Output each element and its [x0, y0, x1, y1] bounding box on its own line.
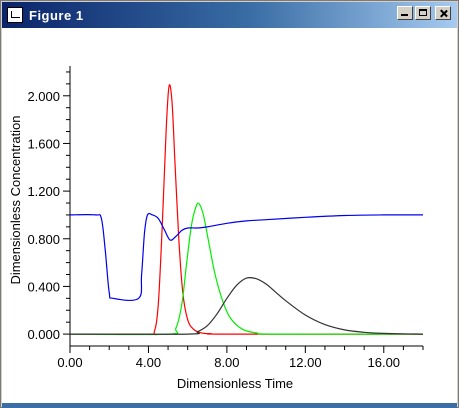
minimize-icon[interactable]: [397, 6, 413, 20]
y-tick-label: 2.000: [27, 89, 60, 104]
blue-series-line: [69, 212, 424, 301]
x-axis-label: Dimensionless Time: [177, 376, 293, 391]
y-tick-label: 1.600: [27, 136, 60, 151]
close-icon[interactable]: [435, 6, 451, 20]
green-series-line: [69, 202, 424, 336]
window-title: Figure 1: [29, 7, 84, 23]
axes: [63, 66, 424, 353]
series-group: [69, 84, 424, 336]
tick-labels: 0.00 4.00 8.00 12.00 16.00 0.000 0.400 0.800 1.2…: [27, 89, 400, 370]
x-tick-label: 0.00: [57, 355, 82, 370]
window-bottom-edge: [2, 403, 457, 408]
y-tick-label: 1.200: [27, 184, 60, 199]
x-tick-label: 16.00: [368, 355, 401, 370]
x-tick-label: 4.00: [136, 355, 161, 370]
y-tick-label: 0.400: [27, 279, 60, 294]
x-tick-label: 12.00: [289, 355, 322, 370]
y-tick-label: 0.000: [27, 327, 60, 342]
y-axis-label: Dimensionless Concentration: [8, 115, 23, 284]
y-tick-label: 0.800: [27, 232, 60, 247]
x-tick-label: 8.00: [214, 355, 239, 370]
black-series-line: [69, 276, 424, 335]
title-bar[interactable]: Figure 1: [2, 2, 457, 28]
window-controls: [397, 6, 451, 20]
figure-canvas: 0.00 4.00 8.00 12.00 16.00 0.000 0.400 0.800 1.2…: [2, 28, 457, 403]
figure-app-icon: [7, 7, 23, 23]
maximize-icon[interactable]: [415, 6, 431, 20]
red-series-line: [69, 84, 423, 336]
line-chart: 0.00 4.00 8.00 12.00 16.00 0.000 0.400 0.800 1.2…: [8, 66, 424, 391]
